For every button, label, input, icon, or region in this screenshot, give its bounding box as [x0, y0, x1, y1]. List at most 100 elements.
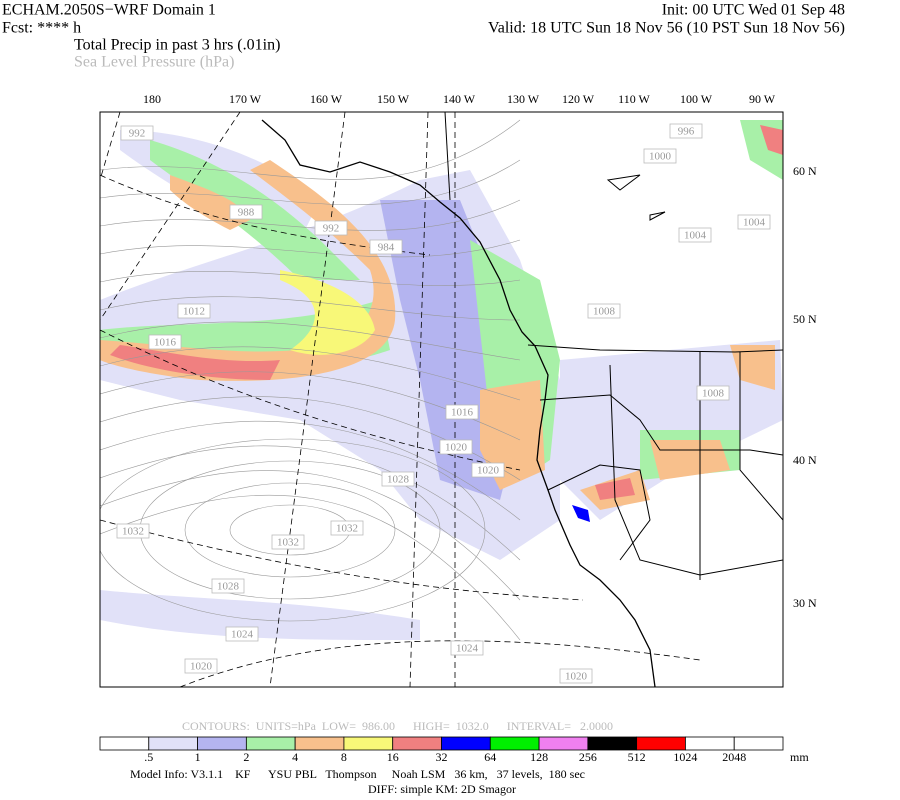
- lon-label: 160 W: [310, 92, 343, 106]
- border: [444, 112, 451, 201]
- isobar: [100, 159, 521, 206]
- isobar-label: 984: [378, 242, 395, 254]
- isobar-label: 1032: [122, 526, 144, 538]
- isobar-label-box: [120, 125, 154, 141]
- isobar-label: 1004: [743, 217, 766, 229]
- isobar: [100, 296, 521, 321]
- lon-label: 170 W: [229, 92, 262, 106]
- precip-area: [730, 345, 775, 390]
- colorbar-label: .5: [144, 750, 153, 764]
- colorbar-label: 128: [530, 750, 548, 764]
- lat-label: 40 N: [793, 453, 817, 467]
- isobar-label: 1020: [445, 442, 468, 454]
- colorbar-label: 16: [387, 750, 399, 764]
- isobar-label-box: [439, 439, 473, 455]
- colorbar-segment: [343, 736, 394, 751]
- border: [609, 364, 783, 576]
- isobar-label-box: [696, 385, 730, 401]
- isobar: [100, 199, 521, 231]
- colorbar-segment: [148, 736, 198, 751]
- colorbar-label: 2: [243, 750, 249, 764]
- colorbar-label: 8: [341, 750, 347, 764]
- isobar-label-box: [381, 471, 415, 487]
- border: [539, 394, 783, 456]
- map-content: 992 988 992 996 1000 1004 1004 984 1012 1016 1008 1…: [100, 112, 783, 687]
- lon-label: 180: [143, 92, 161, 106]
- isobar: [100, 119, 521, 180]
- lon-label: 90 W: [749, 92, 776, 106]
- isobar-label-box: [229, 204, 263, 220]
- colorbar-segment: [294, 736, 345, 751]
- isobar: [184, 482, 396, 578]
- isobar-label-box: [678, 227, 712, 243]
- isobar: [100, 494, 521, 641]
- isobar-label: 1020: [565, 671, 588, 683]
- colorbar-segment: [733, 736, 784, 751]
- meridian: [269, 112, 346, 687]
- colorbar-segment: [441, 736, 491, 751]
- field-label: Sea Level Pressure (hPa): [74, 54, 234, 71]
- forecast: Fcst: **** h: [2, 20, 81, 37]
- isobar-label-box: [184, 658, 218, 674]
- isobar-label: 1004: [684, 230, 707, 242]
- colorbar-label: 1: [195, 750, 201, 764]
- isobar-label: 1008: [593, 306, 616, 318]
- lat-label: 30 N: [793, 596, 817, 610]
- isobar-label: 1020: [477, 465, 500, 477]
- border: [547, 464, 651, 561]
- border: [649, 211, 666, 221]
- coastline: [261, 119, 656, 687]
- colorbar-segment: [538, 736, 589, 751]
- field-label: Total Precip in past 3 hrs (.01in): [74, 37, 280, 54]
- colorbar-label: 64: [484, 750, 496, 764]
- meridian: [100, 112, 121, 181]
- colorbar-label: 4: [292, 750, 298, 764]
- parallel: [179, 640, 701, 687]
- colorbar-label: 2048: [722, 750, 746, 764]
- model-info: Model Info: V3.1.1 KF YSU PBL Thompson N…: [130, 767, 585, 781]
- isobar: [100, 321, 521, 361]
- colorbar-segment: [99, 736, 150, 751]
- valid-time: Valid: 18 UTC Sun 18 Nov 56 (10 PST Sun …: [488, 20, 845, 37]
- precip-area: [480, 380, 545, 490]
- isobar: [100, 239, 521, 258]
- colorbar-label: 1024: [673, 750, 697, 764]
- isobar-label-box: [330, 520, 364, 536]
- colorbar-segment: [197, 736, 247, 751]
- colorbar-label: 256: [579, 750, 597, 764]
- isobar-label: 1024: [456, 643, 479, 655]
- isobar-label: 992: [129, 128, 146, 140]
- meridian: [100, 112, 241, 321]
- isobar-label: 1016: [154, 337, 177, 349]
- isobar-label: 1028: [217, 581, 240, 593]
- parallel: [100, 519, 584, 601]
- isobar-label-box: [445, 404, 479, 420]
- precip-area: [572, 505, 590, 522]
- colorbar-segment: [685, 736, 735, 751]
- isobar-label-box: [471, 462, 505, 478]
- lat-label: 50 N: [793, 312, 817, 326]
- init-time: Init: 00 UTC Wed 01 Sep 48: [662, 2, 845, 19]
- lon-label: 110 W: [618, 92, 650, 106]
- meridian: [409, 112, 429, 687]
- precip-area: [760, 125, 783, 155]
- map-frame: [99, 111, 784, 688]
- colorbar-segment: [489, 736, 540, 751]
- isobar-label: 1016: [451, 407, 474, 419]
- precip-area: [650, 440, 730, 480]
- lat-label: 60 N: [793, 164, 817, 178]
- contour-info: CONTOURS: UNITS=hPa LOW= 986.00 HIGH= 10…: [182, 719, 613, 733]
- isobar-label: 992: [323, 223, 340, 235]
- border: [739, 352, 783, 521]
- map: 992 988 992 996 1000 1004 1004 984 1012 1016 1008 1…: [99, 92, 817, 688]
- colorbar-unit: mm: [790, 750, 809, 764]
- isobar-label-box: [148, 334, 182, 350]
- colorbar-label: 512: [628, 750, 646, 764]
- isobar-label-box: [314, 220, 348, 236]
- isobar-label: 1012: [183, 306, 205, 318]
- colorbar-segment: [587, 736, 638, 751]
- isobar-label-box: [450, 640, 484, 656]
- isobar-label-box: [225, 626, 259, 642]
- lon-label: 100 W: [680, 92, 713, 106]
